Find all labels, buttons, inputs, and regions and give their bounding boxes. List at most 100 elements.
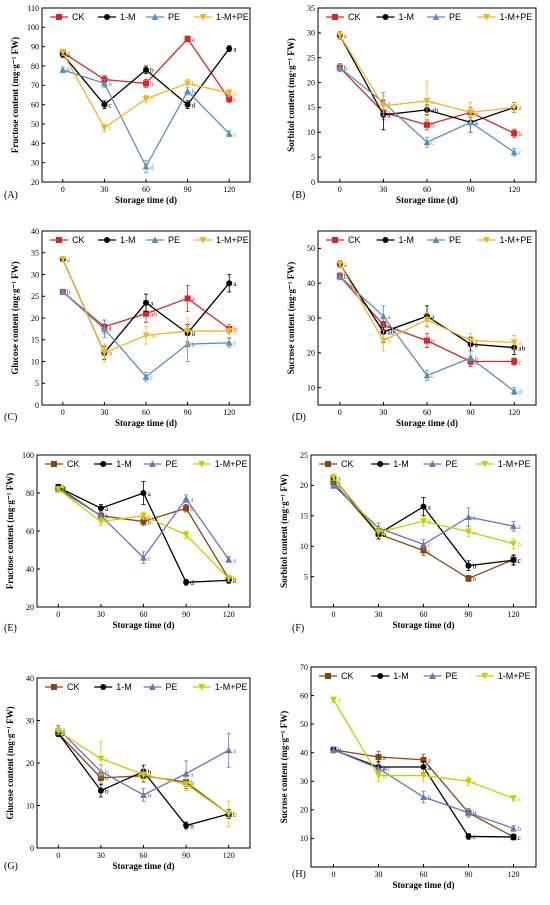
significance-letter: a — [67, 48, 71, 57]
legend-entry: CK — [45, 682, 80, 692]
significance-letter: d — [150, 162, 154, 171]
data-point — [420, 772, 427, 780]
legend-entry: 1-M — [94, 459, 132, 469]
legend-marker — [382, 237, 389, 243]
data-point — [465, 528, 472, 536]
y-tick-label: 10 — [300, 542, 308, 551]
y-tick-label: 40 — [307, 279, 315, 288]
series-line — [332, 699, 514, 800]
data-point — [182, 781, 190, 788]
legend-marker — [483, 14, 490, 21]
significance-letter: b — [150, 66, 154, 75]
y-tick-label: 90 — [31, 42, 39, 51]
significance-letter: a — [387, 111, 391, 120]
legend-entry: 1-M — [376, 235, 414, 245]
series-line — [57, 728, 230, 796]
y-tick-label: 25 — [307, 54, 315, 63]
data-point — [225, 130, 233, 137]
panel-label: (H) — [292, 869, 306, 880]
significance-letter: ab — [387, 328, 394, 337]
legend-entry: PE — [143, 682, 178, 692]
y-tick-label: 30 — [307, 29, 315, 38]
legend-marker — [56, 237, 62, 243]
data-point — [225, 328, 233, 335]
panel-a: 20 30 40 50 60 70 80 90 100 110 0 30 60 90 120 Storage … — [4, 4, 251, 205]
y-tick-label: 50 — [300, 720, 308, 729]
legend-entry: 1-M+PE — [477, 235, 533, 245]
legend-label: 1-M+PE — [215, 682, 248, 692]
data-point — [465, 513, 472, 521]
data-point — [465, 562, 472, 569]
x-tick-label: 60 — [140, 851, 148, 860]
significance-letter: b — [192, 87, 196, 96]
y-tick-label: 20 — [300, 806, 308, 815]
y-tick-label: 60 — [300, 691, 308, 700]
significance-letter: b — [192, 329, 196, 338]
data-point — [420, 547, 427, 554]
y-tick-label: 15 — [31, 336, 39, 345]
legend-label: PE — [449, 12, 461, 22]
y-tick-label: 70 — [31, 81, 39, 90]
y-tick-label: 25 — [300, 451, 308, 460]
data-point — [54, 728, 62, 735]
significance-letter: c — [148, 553, 152, 562]
data-point — [225, 90, 233, 97]
significance-letter: b — [67, 288, 71, 297]
significance-letter: b — [108, 349, 112, 358]
data-point — [420, 764, 427, 770]
y-axis-title: Glucose content (mg·g⁻¹ FW) — [10, 261, 20, 374]
x-axis-title: Storage time (d) — [115, 418, 177, 428]
significance-letter: a — [518, 794, 522, 803]
significance-letter: a — [192, 294, 196, 303]
data-point — [226, 280, 233, 287]
legend-entry: CK — [50, 12, 85, 22]
data-point — [510, 557, 517, 564]
significance-letter: a — [338, 478, 342, 487]
significance-letter: a — [148, 489, 152, 498]
data-point — [380, 337, 387, 345]
significance-letter: b — [62, 483, 66, 492]
x-tick-label: 90 — [182, 851, 190, 860]
significance-letter: c — [518, 556, 522, 565]
legend-marker — [325, 461, 331, 467]
significance-letter: b — [190, 821, 194, 830]
significance-letter: a — [387, 102, 391, 111]
legend-label: 1-M+PE — [500, 235, 533, 245]
x-tick-label: 60 — [420, 610, 428, 619]
significance-letter: a — [431, 316, 435, 325]
legend-marker — [199, 14, 207, 21]
x-tick-label: 60 — [142, 408, 150, 417]
legend-marker — [56, 14, 62, 20]
significance-letter: b — [233, 89, 237, 98]
significance-letter: b — [192, 340, 196, 349]
data-point — [142, 373, 150, 380]
x-tick-label: 30 — [379, 185, 387, 194]
significance-letter: b — [105, 786, 109, 795]
significance-letter: a — [387, 108, 391, 117]
significance-letter: c — [233, 95, 237, 104]
panel-g: 0 10 20 30 40 0 30 60 90 120 Storage time (d) Gluco… — [4, 674, 251, 872]
x-tick-label: 90 — [184, 408, 192, 417]
data-point — [330, 474, 337, 482]
legend-label: 1-M+PE — [216, 12, 249, 22]
data-point — [420, 540, 427, 548]
y-tick-label: 20 — [31, 314, 39, 323]
significance-letter: a — [473, 513, 477, 522]
data-point — [101, 101, 108, 108]
significance-letter: b — [338, 746, 342, 755]
legend-label: 1-M — [116, 682, 132, 692]
data-point — [467, 337, 474, 345]
legend-marker — [51, 461, 57, 467]
legend-label: CK — [67, 459, 80, 469]
y-tick-label: 0 — [30, 844, 34, 853]
significance-letter: b — [192, 79, 196, 88]
significance-letter: b — [190, 504, 194, 513]
significance-letter: a — [428, 771, 432, 780]
y-tick-label: 30 — [31, 270, 39, 279]
legend-entry: CK — [326, 12, 361, 22]
